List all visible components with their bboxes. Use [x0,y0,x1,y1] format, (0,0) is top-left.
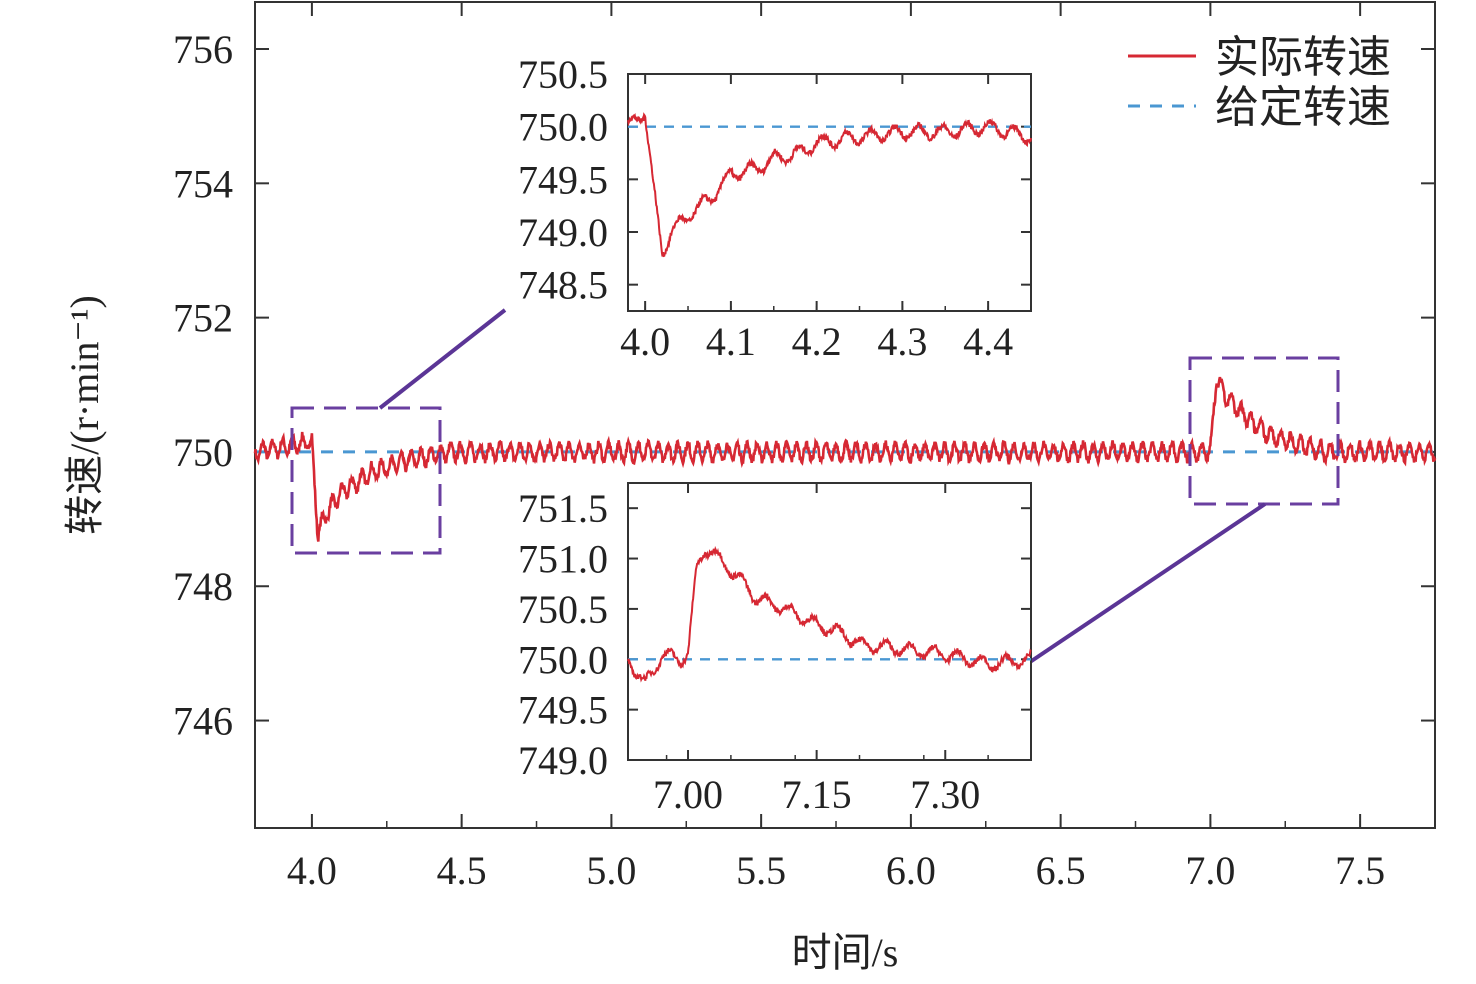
y-tick-label: 751.0 [518,537,608,582]
legend-label-actual: 实际转速 [1215,33,1391,82]
y-tick-label: 751.5 [518,486,608,531]
x-axis-title: 时间/s [792,930,899,975]
y-tick-label: 750.5 [518,587,608,632]
x-tick-label: 4.4 [963,319,1013,364]
x-tick-label: 4.2 [792,319,842,364]
y-tick-label: 748 [173,564,233,609]
x-tick-label: 5.5 [736,848,786,893]
y-tick-label: 750.0 [518,105,608,150]
legend: 实际转速 给定转速 [1128,33,1391,132]
x-tick-label: 7.30 [910,772,980,817]
y-tick-label: 746 [173,699,233,744]
inset-top-frame [627,73,1032,312]
x-tick-label: 7.5 [1335,848,1385,893]
x-tick-label: 4.0 [620,319,670,364]
x-tick-label: 7.15 [782,772,852,817]
inset-bottom-actual-line [627,545,1032,683]
main-actual-speed-line [253,376,1437,542]
y-tick-label: 752 [173,296,233,341]
inset-top-tick-labels: 4.0 4.1 4.2 4.3 4.4 750.5 750.0 749.5 749.0 748.5 [518,52,1013,364]
inset-bottom-tick-labels: 7.00 7.15 7.30 751.5 751.0 750.5 750.0 749.5 749… [518,486,980,817]
y-tick-label: 749.0 [518,738,608,783]
inset-bottom-frame [627,482,1032,761]
y-tick-label: 750.0 [518,637,608,682]
x-tick-label: 4.5 [437,848,487,893]
x-tick-label: 4.0 [287,848,337,893]
x-tick-label: 4.1 [706,319,756,364]
x-tick-label: 6.0 [886,848,936,893]
zoom-connector-right [1028,502,1267,664]
y-tick-label: 748.5 [518,263,608,308]
x-tick-label: 7.0 [1185,848,1235,893]
x-tick-label: 5.0 [586,848,636,893]
y-tick-label: 749.0 [518,210,608,255]
y-tick-label: 749.5 [518,157,608,202]
zoom-box-left [290,406,442,555]
y-tick-label: 750.5 [518,52,608,97]
legend-label-reference: 给定转速 [1215,83,1391,132]
x-tick-label: 4.3 [877,319,927,364]
y-axis-title: 转速/(r·min⁻¹) [62,295,107,535]
zoom-connector-left [378,308,507,410]
main-y-tick-labels: 746 748 750 752 754 756 [173,27,233,744]
y-tick-label: 750 [173,430,233,475]
y-tick-label: 749.5 [518,688,608,733]
main-plot-frame [254,1,1436,829]
y-tick-label: 754 [173,161,233,206]
inset-top-actual-line [627,112,1032,258]
y-tick-label: 756 [173,27,233,72]
x-tick-label: 6.5 [1036,848,1086,893]
main-x-tick-labels: 4.0 4.5 5.0 5.5 6.0 6.5 7.0 7.5 [287,848,1385,893]
x-tick-label: 7.00 [653,772,723,817]
